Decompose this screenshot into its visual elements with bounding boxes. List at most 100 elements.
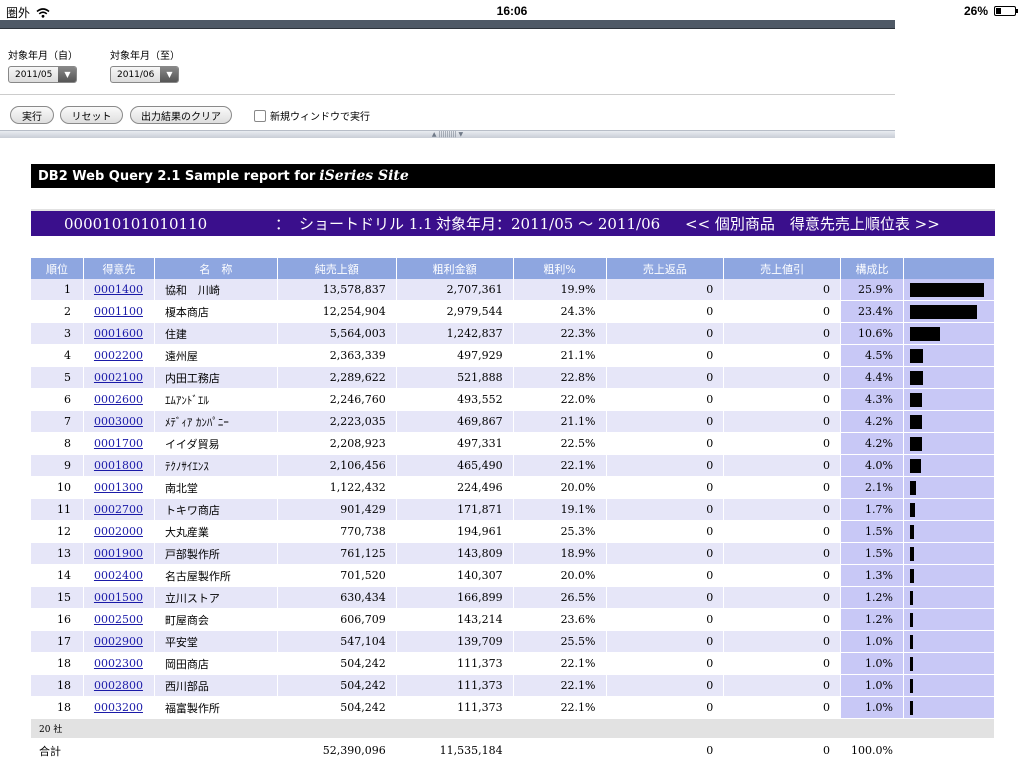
battery-percent: 26% [963,4,988,18]
customer-code-link[interactable]: 0001900 [93,547,143,560]
returns-cell: 0 [606,455,725,477]
gross-pct-cell: 19.1% [513,499,607,521]
report-table: 順位 得意先名 称純売上額 粗利金額 粗利% 売上返品 売上値引 構成比 1 0001400 協… [31,258,995,763]
customer-code-link[interactable]: 0002900 [93,635,143,648]
gross-profit-cell: 143,809 [396,543,514,565]
customer-code-link[interactable]: 0002400 [93,569,143,582]
panel-splitter[interactable]: ▲ ||||||||| ▼ [0,130,895,138]
customer-code-link[interactable]: 0001400 [93,283,143,296]
table-row: 5 0002100 内田工務店 2,289,622 521,888 22.8% 0 0 4.4% [31,367,995,389]
chevron-down-icon: ▼ [58,67,77,82]
ratio-bar [909,304,977,319]
gross-profit-cell: 166,899 [396,587,514,609]
table-row: 6 0002600 ｴﾑｱﾝﾄﾞｴﾙ 2,246,760 493,552 22.0% 0 0 4… [31,389,995,411]
customer-code-cell: 0001600 [83,323,155,345]
customer-code-link[interactable]: 0002700 [93,503,143,516]
column-header: 粗利金額 [396,258,514,279]
discounts-cell: 0 [724,389,841,411]
customer-code-link[interactable]: 0002500 [93,613,143,626]
new-window-checkbox[interactable] [254,109,266,122]
reset-button[interactable]: リセット [60,106,123,124]
returns-cell: 0 [606,609,725,631]
ratio-bar [909,392,923,407]
table-row: 8 0001700 イイダ貿易 2,208,923 497,331 22.5% 0 0 4.2% [31,433,995,455]
new-window-option[interactable]: 新規ウィンドウで実行 [254,108,370,123]
customer-code-link[interactable]: 0002600 [93,393,143,406]
customer-code-link[interactable]: 0001100 [93,305,143,318]
gross-profit-cell: 224,496 [396,477,514,499]
discounts-cell: 0 [724,587,841,609]
table-row: 12 0002000 大丸産業 770,738 194,961 25.3% 0 0 1.5% [31,521,995,543]
discounts-cell: 0 [724,631,841,653]
net-sales-cell: 504,242 [277,675,397,697]
gross-pct-cell: 22.1% [513,697,607,719]
customer-code-cell: 0002600 [83,389,155,411]
ratio-bar [909,700,913,715]
table-row: 18 0003200 福富製作所 504,242 111,373 22.1% 0 0 1.0% [31,697,995,719]
net-sales-cell: 761,125 [277,543,397,565]
customer-code-link[interactable]: 0002300 [93,657,143,670]
customer-code-link[interactable]: 0001700 [93,437,143,450]
column-header: 順位 [31,258,84,279]
rank-cell: 2 [31,301,84,323]
net-sales-cell: 13,578,837 [277,279,397,301]
from-select[interactable]: 2011/05 ▼ [8,66,78,83]
report-sep: ： [275,215,291,233]
customer-code-link[interactable]: 0003000 [93,415,143,428]
to-label: 対象年月（至） [110,51,180,62]
customer-code-link[interactable]: 0003200 [93,701,143,714]
gross-profit-cell: 497,331 [396,433,514,455]
ratio-bar-cell [903,433,995,455]
discounts-cell: 0 [724,499,841,521]
ratio-cell: 4.3% [841,389,904,411]
customer-code-link[interactable]: 0002000 [93,525,143,538]
ratio-bar-cell [903,345,995,367]
table-row: 18 0002300 岡田商店 504,242 111,373 22.1% 0 0 1.0% [31,653,995,675]
returns-cell: 0 [606,433,725,455]
returns-cell: 0 [606,587,725,609]
column-header: 名 称 [154,258,278,279]
customer-code-cell: 0002200 [83,345,155,367]
report-title-bar: 000010101010110 ： ショートドリル 1.1 対象年月：2011/… [31,209,995,236]
net-sales-cell: 2,289,622 [277,367,397,389]
table-row: 13 0001900 戸部製作所 761,125 143,809 18.9% 0 0 1.5% [31,543,995,565]
ratio-cell: 4.4% [841,367,904,389]
gross-pct-cell: 18.9% [513,543,607,565]
column-header: 構成比 [841,258,904,279]
report-period: 対象年月：2011/05 ～ 2011/06 [436,215,661,233]
column-header [903,258,995,279]
rank-cell: 6 [31,389,84,411]
ratio-bar-cell [903,631,995,653]
ratio-bar [909,348,923,363]
status-left: 圏外 [6,4,50,21]
ratio-bar-cell [903,587,995,609]
customer-name-cell: ｴﾑｱﾝﾄﾞｴﾙ [154,389,278,411]
gross-profit-cell: 465,490 [396,455,514,477]
ratio-bar [909,502,915,517]
customer-code-link[interactable]: 0001500 [93,591,143,604]
customer-code-link[interactable]: 0001600 [93,327,143,340]
returns-cell: 0 [606,279,725,301]
run-button[interactable]: 実行 [10,106,54,124]
rank-cell: 18 [31,675,84,697]
ratio-bar-cell [903,675,995,697]
table-row: 11 0002700 トキワ商店 901,429 171,871 19.1% 0 0 1.7% [31,499,995,521]
clear-output-button[interactable]: 出力結果のクリア [130,106,232,124]
customer-code-link[interactable]: 0001800 [93,459,143,472]
customer-code-link[interactable]: 0002800 [93,679,143,692]
ratio-bar [909,436,922,451]
customer-code-link[interactable]: 0002200 [93,349,143,362]
battery-icon [994,6,1018,16]
to-select[interactable]: 2011/06 ▼ [110,66,180,83]
rank-cell: 4 [31,345,84,367]
table-body: 1 0001400 協和 川崎 13,578,837 2,707,361 19.9% 0 0 2… [31,279,995,763]
column-header: 得意先 [83,258,155,279]
ratio-bar-cell [903,653,995,675]
net-sales-cell: 630,434 [277,587,397,609]
gross-profit-cell: 111,373 [396,697,514,719]
from-value: 2011/05 [15,69,53,80]
customer-code-link[interactable]: 0001300 [93,481,143,494]
customer-code-cell: 0001900 [83,543,155,565]
customer-code-link[interactable]: 0002100 [93,371,143,384]
gross-profit-cell: 497,929 [396,345,514,367]
